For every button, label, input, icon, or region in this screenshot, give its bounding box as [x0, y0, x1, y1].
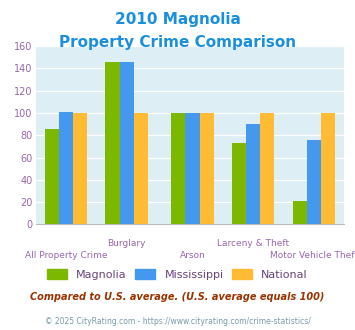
Text: Larceny & Theft: Larceny & Theft — [217, 239, 289, 248]
Bar — [293, 201, 307, 224]
Text: All Property Crime: All Property Crime — [24, 251, 107, 260]
Bar — [73, 113, 87, 224]
Bar — [45, 129, 59, 224]
Bar — [185, 113, 200, 224]
Bar — [200, 113, 214, 224]
Bar — [321, 113, 335, 224]
Text: Compared to U.S. average. (U.S. average equals 100): Compared to U.S. average. (U.S. average … — [30, 292, 325, 302]
Bar — [105, 62, 120, 224]
Legend: Magnolia, Mississippi, National: Magnolia, Mississippi, National — [43, 265, 312, 284]
Text: 2010 Magnolia: 2010 Magnolia — [115, 12, 240, 26]
Text: © 2025 CityRating.com - https://www.cityrating.com/crime-statistics/: © 2025 CityRating.com - https://www.city… — [45, 317, 310, 326]
Bar — [134, 113, 148, 224]
Bar — [120, 62, 134, 224]
Bar — [307, 140, 321, 224]
Bar — [246, 124, 260, 224]
Bar — [232, 143, 246, 224]
Text: Burglary: Burglary — [107, 239, 146, 248]
Bar — [171, 113, 185, 224]
Bar — [59, 112, 73, 224]
Text: Motor Vehicle Theft: Motor Vehicle Theft — [270, 251, 355, 260]
Bar — [260, 113, 274, 224]
Text: Property Crime Comparison: Property Crime Comparison — [59, 35, 296, 50]
Text: Arson: Arson — [180, 251, 205, 260]
